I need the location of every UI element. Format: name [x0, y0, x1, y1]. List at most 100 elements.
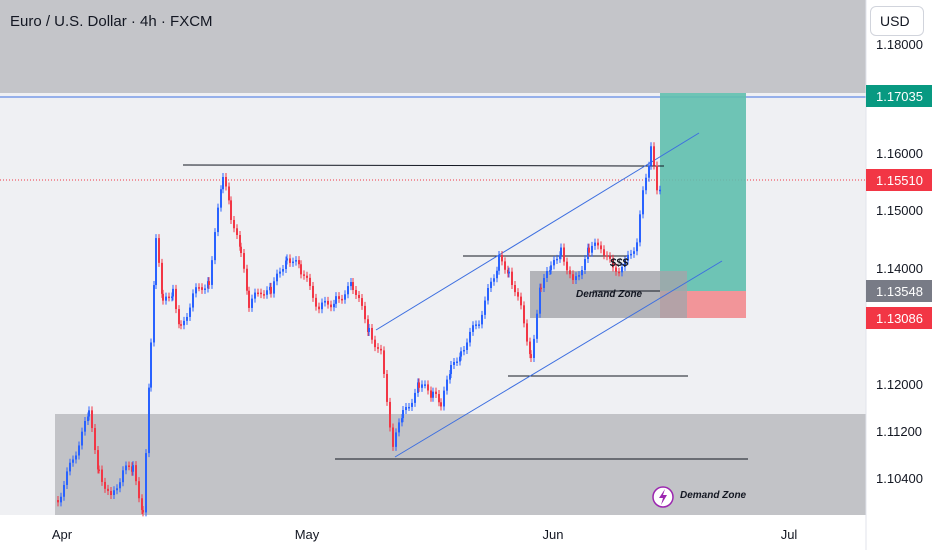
candle-body	[450, 365, 452, 375]
candle-body	[158, 238, 160, 263]
candle-body	[449, 374, 451, 380]
candle-body	[276, 273, 278, 282]
candle-body	[484, 300, 486, 315]
candle-body	[217, 207, 219, 233]
candle-body	[246, 268, 248, 291]
candle-body	[539, 287, 541, 314]
currency-button[interactable]: USD	[870, 6, 924, 36]
candle-body	[260, 292, 262, 295]
x-tick-label: May	[295, 527, 320, 542]
candle-body	[371, 327, 373, 340]
price-badge	[866, 280, 932, 302]
candle-body	[295, 260, 297, 262]
candle-body	[401, 418, 403, 423]
candle-body	[578, 275, 580, 277]
candle-body	[498, 255, 500, 271]
candle-body	[97, 450, 99, 470]
candle-body	[514, 284, 516, 293]
candle-body	[214, 232, 216, 261]
candle-body	[600, 245, 602, 250]
candle-body	[180, 324, 182, 326]
candle-body	[172, 288, 174, 297]
candle-body	[289, 258, 291, 263]
candle-body	[208, 281, 210, 285]
price-badges: 1.17035 1.15510 1.13548 1.13086	[866, 85, 932, 329]
candle-body	[141, 498, 143, 511]
candle-body	[350, 282, 352, 287]
candle-body	[315, 297, 317, 307]
candle-body	[145, 453, 147, 513]
candle-body	[508, 271, 510, 274]
price-badge-label: 1.13086	[876, 311, 923, 326]
candle-body	[523, 305, 525, 324]
candle-body	[615, 267, 617, 272]
candle-body	[563, 247, 565, 262]
candle-body	[286, 258, 288, 261]
candle-body	[104, 481, 106, 489]
candle-body	[636, 242, 638, 252]
candle-body	[63, 484, 65, 497]
candle-body	[75, 455, 77, 460]
candle-body	[432, 391, 434, 398]
candle-body	[321, 302, 323, 310]
candle-body	[529, 341, 531, 355]
candle-body	[298, 260, 300, 265]
candle-body	[520, 296, 522, 306]
candle-body	[463, 349, 465, 352]
candle-body	[352, 282, 354, 290]
candle-body	[132, 465, 134, 472]
candle-body	[84, 421, 86, 432]
candle-body	[460, 351, 462, 357]
candle-body	[533, 338, 535, 358]
candle-body	[559, 255, 561, 259]
bottom-demand-zone	[55, 414, 866, 515]
candle-body	[597, 242, 599, 246]
candle-body	[248, 290, 250, 308]
candle-body	[421, 384, 423, 388]
candle-body	[243, 253, 245, 269]
candle-body	[81, 431, 83, 446]
candle-body	[566, 261, 568, 271]
candle-body	[540, 287, 542, 290]
candle-body	[57, 500, 59, 503]
candle-body	[204, 288, 206, 290]
candle-body	[91, 410, 93, 429]
candle-body	[472, 325, 474, 332]
y-axis: 1.18000 1.16000 1.15000 1.14000 1.12000 1.112…	[876, 37, 923, 486]
candle-body	[572, 274, 574, 281]
candle-body	[606, 255, 608, 257]
candle-body	[285, 260, 287, 270]
candle-body	[189, 307, 191, 317]
candle-body	[233, 219, 235, 229]
y-tick-label: 1.14000	[876, 261, 923, 276]
candle-body	[88, 410, 90, 417]
candle-body	[155, 238, 157, 286]
candle-body	[230, 200, 232, 220]
candle-body	[335, 296, 337, 304]
candle-body	[263, 294, 265, 296]
candle-body	[251, 298, 253, 308]
candle-body	[481, 314, 483, 325]
candle-body	[556, 258, 558, 261]
candle-body	[192, 293, 194, 308]
candle-body	[72, 459, 74, 463]
candle-body	[107, 488, 109, 491]
candle-body	[358, 294, 360, 299]
candle-body	[648, 165, 650, 178]
candle-body	[530, 354, 532, 358]
candle-body	[418, 382, 420, 388]
candle-body	[254, 292, 256, 299]
candle-body	[430, 390, 432, 398]
candle-body	[119, 482, 121, 489]
candle-body	[543, 277, 545, 289]
candle-body	[228, 186, 230, 201]
candle-body	[504, 261, 506, 270]
candle-body	[496, 270, 498, 279]
candle-body	[402, 410, 404, 419]
candle-body	[282, 269, 284, 272]
price-badge	[866, 85, 932, 107]
candle-body	[411, 402, 413, 407]
candle-body	[195, 287, 197, 294]
candle-body	[171, 296, 173, 298]
